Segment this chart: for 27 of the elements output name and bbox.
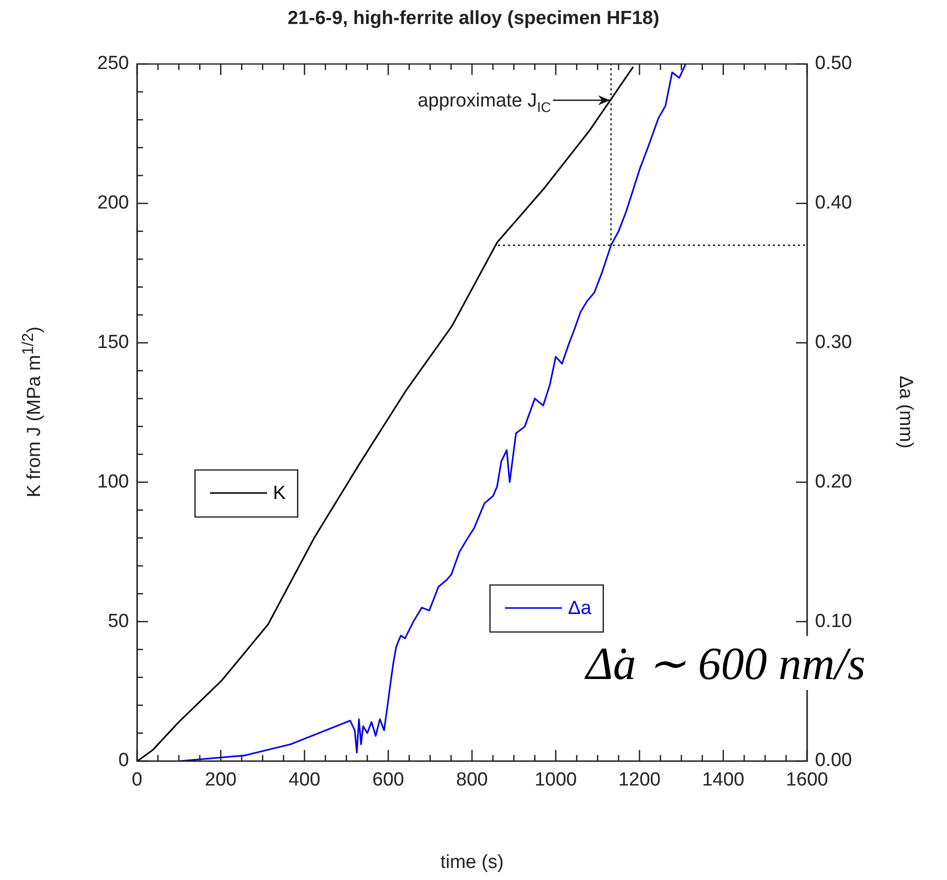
annotation: Δ̇a ∼ 600 nm/s [582, 636, 870, 690]
y-tick-label: 100 [97, 471, 129, 492]
chart-title: 21-6-9, high-ferrite alloy (specimen HF18) [286, 8, 660, 30]
x-tick-label: 1000 [534, 770, 577, 791]
y2-tick-label: 0.40 [815, 192, 852, 214]
y2-tick-label: 0.10 [815, 610, 852, 632]
y-tick-label: 150 [97, 332, 129, 354]
y-tick-label: 250 [97, 53, 129, 74]
x-tick-label: 1600 [786, 770, 828, 791]
y-tick-label: 50 [108, 610, 129, 632]
y-tick-label: 0 [118, 750, 129, 772]
legend-label: K [273, 483, 286, 504]
x-tick-label: 600 [372, 770, 404, 791]
x-tick-label: 1200 [618, 770, 661, 791]
y-tick-label: 200 [97, 192, 129, 214]
legend-label: Δa [568, 598, 592, 620]
y2-axis-title: Δa (mm) [894, 376, 916, 448]
x-tick-label: 0 [132, 770, 142, 791]
x-axis-title: time (s) [439, 852, 505, 874]
y2-tick-label: 0.00 [815, 750, 852, 772]
x-tick-label: 400 [288, 770, 320, 791]
y2-tick-label: 0.20 [815, 471, 852, 492]
x-tick-label: 1400 [702, 770, 744, 791]
y2-tick-label: 0.30 [815, 332, 852, 354]
x-tick-label: 200 [204, 770, 237, 791]
x-tick-label: 800 [456, 770, 488, 791]
y2-tick-label: 0.50 [815, 53, 852, 74]
